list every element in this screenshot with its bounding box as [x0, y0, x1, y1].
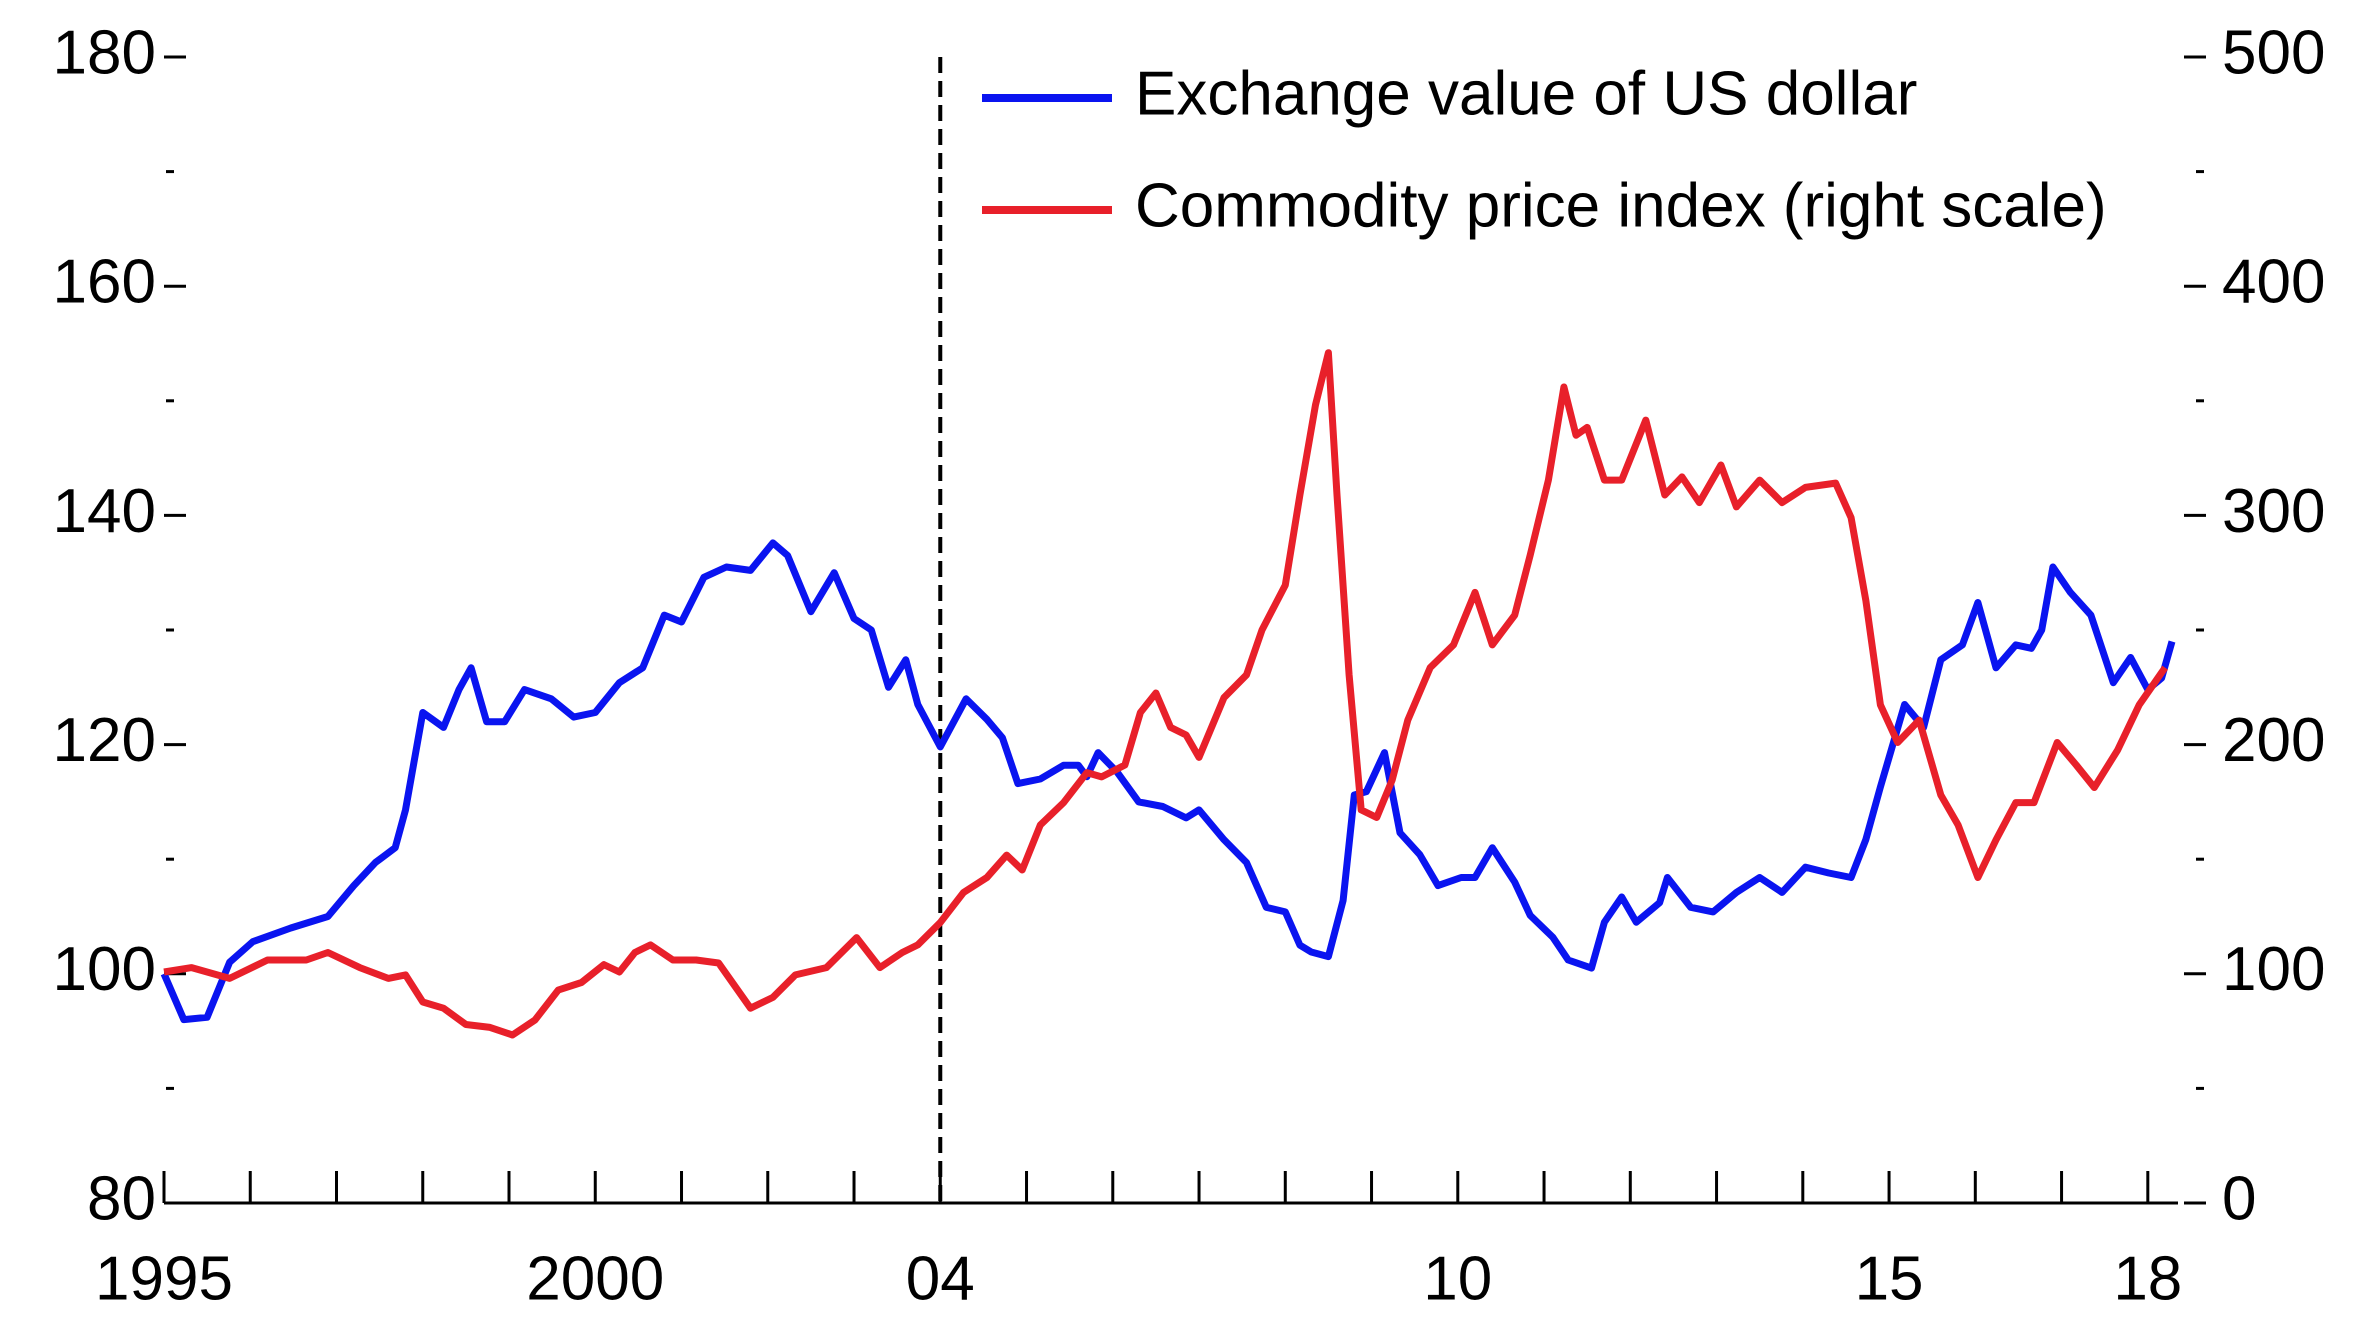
y-tick-label: 80	[87, 1164, 156, 1233]
legend-label: Commodity price index (right scale)	[1135, 171, 2107, 240]
series-line	[160, 539, 2176, 1024]
series-line	[163, 349, 2168, 1039]
y2-tick-label: 100	[2222, 935, 2325, 1004]
y-tick-label: 100	[53, 935, 156, 1004]
x-tick-label: 15	[1855, 1244, 1924, 1313]
legend-label: Exchange value of US dollar	[1135, 59, 1917, 128]
y2-tick-label: 400	[2222, 248, 2325, 317]
y2-tick-label: 0	[2222, 1164, 2256, 1233]
y2-tick-label: 500	[2222, 18, 2325, 87]
x-tick-label: 2000	[526, 1244, 664, 1313]
x-tick-label: 04	[906, 1244, 975, 1313]
y-tick-label: 140	[53, 477, 156, 546]
x-tick-label: 18	[2113, 1244, 2182, 1313]
y-tick-label: 180	[53, 18, 156, 87]
y-tick-label: 120	[53, 706, 156, 775]
y2-tick-label: 200	[2222, 706, 2325, 775]
x-tick-label: 1995	[95, 1244, 233, 1313]
y-tick-label: 160	[53, 248, 156, 317]
x-tick-label: 10	[1423, 1244, 1492, 1313]
y2-tick-label: 300	[2222, 477, 2325, 546]
